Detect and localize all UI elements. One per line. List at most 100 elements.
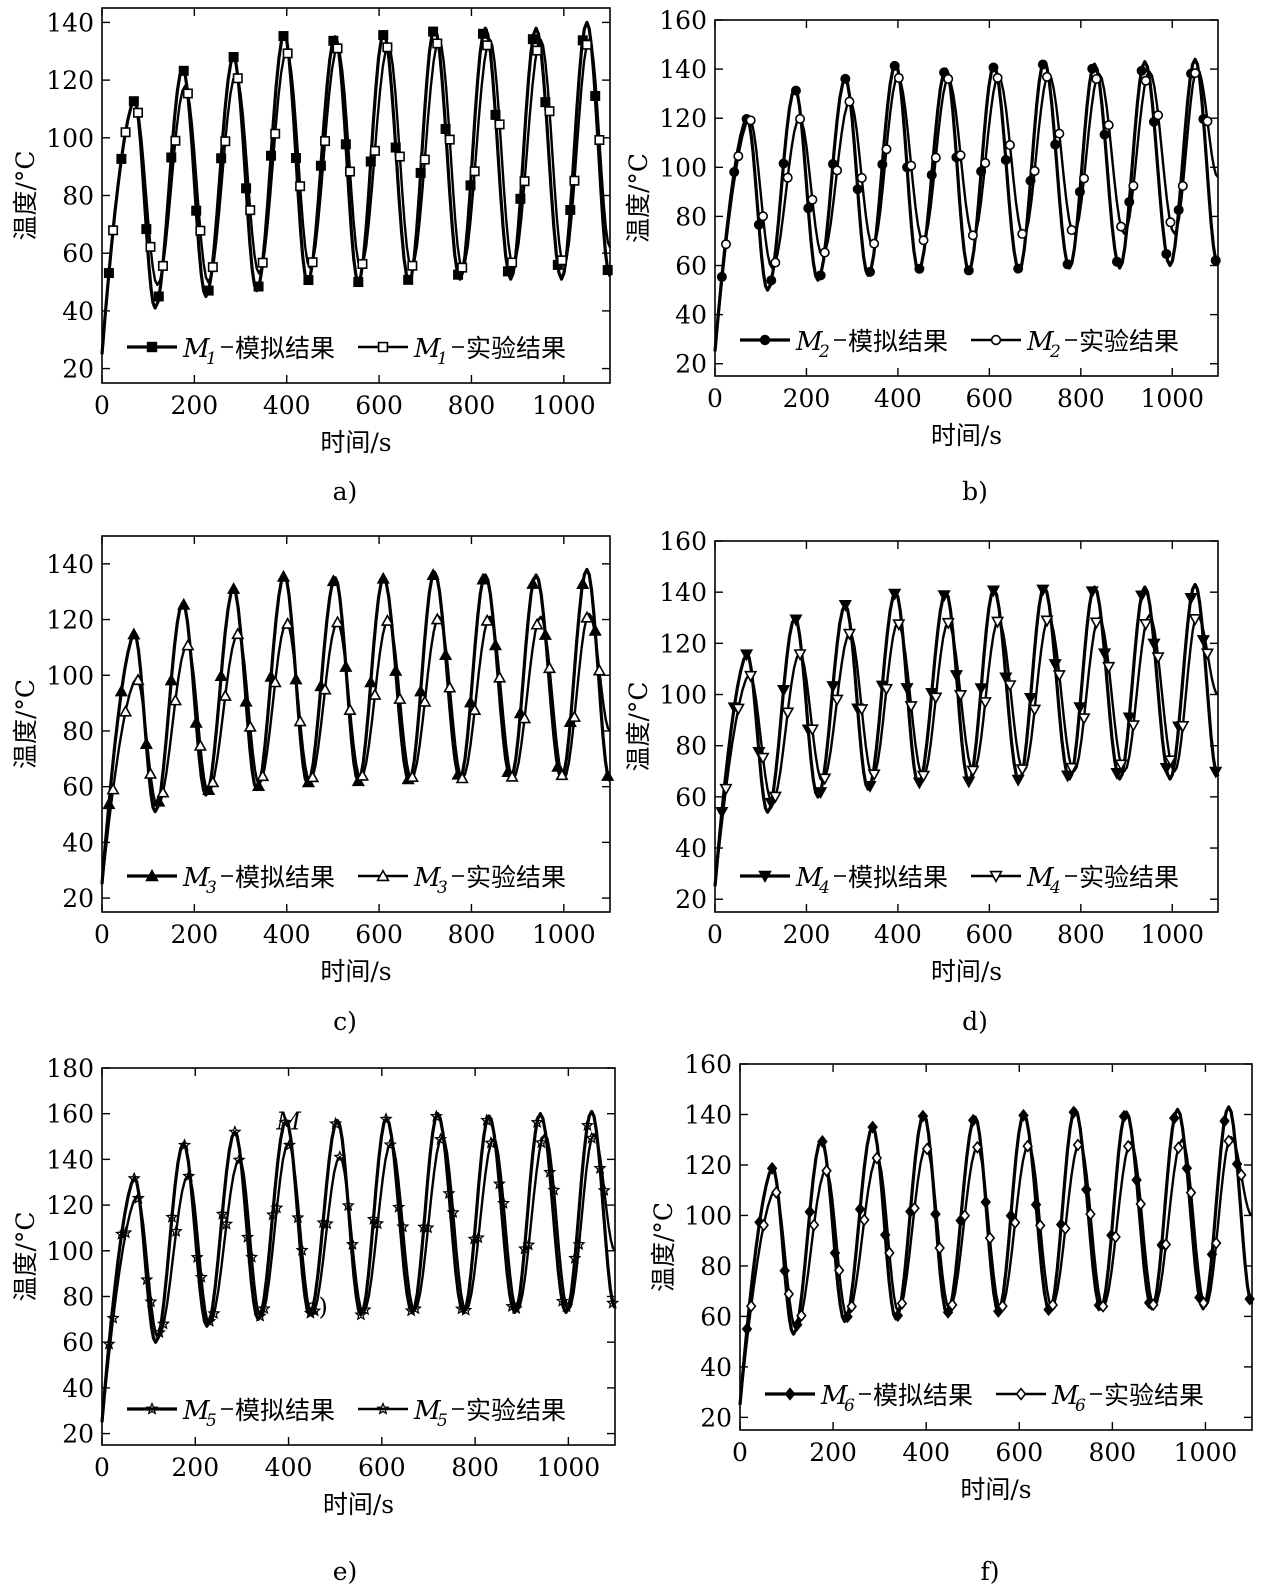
data-point (379, 1112, 393, 1125)
data-point (227, 582, 241, 594)
y-tick-label: 140 (659, 55, 707, 84)
data-point (576, 577, 590, 589)
data-point (830, 694, 844, 707)
x-axis-label: 时间/s (320, 428, 391, 457)
x-tick-label: 600 (355, 920, 403, 949)
data-point (1066, 225, 1077, 236)
legend-subscript: 1 (437, 349, 448, 369)
legend-label: 实验结果 (466, 1396, 566, 1425)
data-point (1140, 75, 1151, 86)
x-tick-label: 400 (263, 920, 311, 949)
y-tick-label: 60 (62, 239, 94, 268)
data-point (1176, 721, 1190, 733)
y-tick-label: 120 (684, 1151, 732, 1180)
data-point (821, 1164, 832, 1178)
y-axis-label: 温度/°C (11, 679, 40, 769)
y-axis-label: 温度/°C (624, 681, 653, 771)
data-point (482, 40, 493, 51)
data-point (245, 1250, 259, 1263)
data-point (165, 1210, 179, 1223)
data-point (534, 1135, 548, 1149)
data-point (393, 692, 407, 704)
data-point (1099, 129, 1110, 140)
data-point (547, 1183, 561, 1196)
data-point (1151, 652, 1165, 665)
y-tick-label: 60 (62, 1328, 94, 1357)
y-tick-label: 40 (700, 1353, 732, 1382)
data-point (442, 1186, 456, 1200)
data-point (1181, 1161, 1193, 1175)
legend-marker (376, 868, 390, 882)
data-point (580, 1118, 595, 1131)
legend-entry: M1 实验结果 (358, 334, 566, 369)
data-point (497, 1196, 511, 1209)
data-point (1005, 1209, 1017, 1223)
data-point (963, 265, 974, 276)
y-axis-label: 温度/°C (11, 1211, 40, 1301)
legend-marker (1015, 1387, 1027, 1401)
data-point (833, 1263, 845, 1277)
data-point (719, 783, 733, 796)
legend-subscript: 6 (844, 1396, 855, 1416)
data-point (745, 115, 756, 126)
data-point (177, 1138, 192, 1151)
legend-label: 模拟结果 (235, 334, 335, 363)
series-simulation (100, 567, 615, 885)
data-point (1184, 593, 1198, 605)
x-tick-label: 200 (171, 920, 219, 949)
data-point (770, 257, 781, 268)
data-point (282, 48, 293, 59)
data-point (170, 135, 181, 146)
data-point (231, 627, 245, 640)
legend-symbol: M (1051, 1381, 1080, 1411)
data-point (421, 1220, 435, 1234)
data-point (1135, 590, 1149, 603)
data-point (1148, 1298, 1159, 1312)
data-point (268, 675, 282, 688)
data-point (753, 219, 764, 230)
data-point (492, 1176, 506, 1190)
legend-symbol: M (182, 1396, 211, 1426)
series-line (100, 612, 611, 885)
panel-c: 0 200 400 600 800 1000 20 40 60 80 100 120 140 时间/s 温度… (11, 535, 615, 1036)
data-point (141, 224, 152, 235)
data-point (1122, 712, 1136, 725)
series-experiment (100, 610, 611, 885)
data-point (1052, 670, 1066, 682)
legend-subscript: 4 (1049, 878, 1061, 898)
data-point (414, 684, 428, 697)
data-point (282, 1138, 297, 1151)
data-point (376, 571, 390, 584)
data-point (515, 193, 526, 204)
data-point (1244, 1292, 1255, 1306)
y-tick-label: 80 (675, 202, 707, 231)
data-point (1200, 648, 1215, 661)
legend-symbol: M (820, 1381, 849, 1411)
legend-subscript: 6 (1075, 1396, 1086, 1416)
data-point (544, 106, 555, 117)
y-tick-label: 80 (62, 717, 94, 746)
data-point (597, 1183, 611, 1197)
data-point (867, 769, 881, 782)
data-point (1037, 59, 1048, 70)
data-point (766, 275, 777, 286)
data-point (602, 265, 613, 276)
data-point (344, 166, 355, 177)
data-point (892, 1309, 904, 1323)
y-tick-label: 100 (46, 661, 94, 690)
data-point (306, 770, 320, 783)
data-point (959, 1209, 971, 1223)
data-point (817, 1135, 828, 1148)
data-point (253, 281, 264, 292)
data-point (756, 752, 770, 765)
data-point (1118, 1109, 1130, 1123)
data-point (789, 614, 803, 627)
plot-frame (739, 1063, 1253, 1431)
data-point (846, 1299, 857, 1313)
series-simulation (713, 57, 1221, 352)
data-point (988, 62, 999, 73)
data-point (307, 257, 318, 268)
data-point (118, 704, 133, 717)
data-point (855, 704, 869, 717)
data-point (854, 1202, 866, 1216)
